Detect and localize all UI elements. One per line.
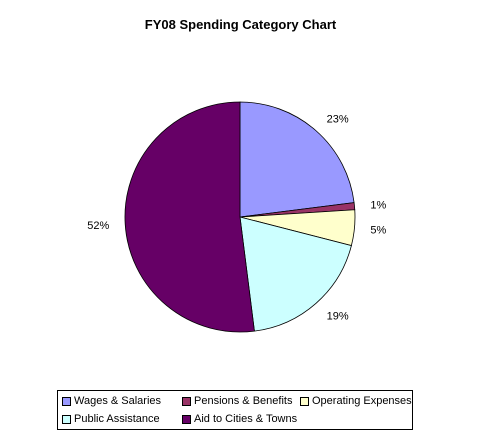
legend-label: Operating Expenses xyxy=(312,395,412,407)
legend-swatch xyxy=(62,396,71,406)
legend-item-pensions: Pensions & Benefits xyxy=(182,395,292,407)
slice-label-0: 23% xyxy=(327,114,349,126)
slice-label-2: 5% xyxy=(370,224,386,236)
legend-swatch xyxy=(182,414,191,424)
chart-legend: Wages & Salaries Pensions & Benefits Ope… xyxy=(57,390,413,430)
pie-slice-4 xyxy=(124,101,255,333)
legend-item-public-assistance: Public Assistance xyxy=(62,413,160,425)
legend-item-aid-cities: Aid to Cities & Towns xyxy=(182,413,297,425)
legend-label: Wages & Salaries xyxy=(74,395,162,407)
pie-slice-3 xyxy=(239,216,352,332)
legend-label: Pensions & Benefits xyxy=(194,395,293,407)
slice-label-4: 52% xyxy=(87,220,109,232)
chart-title: FY08 Spending Category Chart xyxy=(144,17,337,32)
legend-item-wages: Wages & Salaries xyxy=(62,395,161,407)
legend-item-operating: Operating Expenses xyxy=(300,395,412,407)
legend-swatch xyxy=(300,396,309,406)
legend-label: Aid to Cities & Towns xyxy=(194,413,298,425)
slice-label-1: 1% xyxy=(370,200,386,212)
legend-swatch xyxy=(62,414,71,424)
legend-label: Public Assistance xyxy=(74,413,160,425)
legend-swatch xyxy=(182,396,191,406)
slice-label-3: 19% xyxy=(327,310,349,322)
pie-slice-0 xyxy=(239,101,355,218)
